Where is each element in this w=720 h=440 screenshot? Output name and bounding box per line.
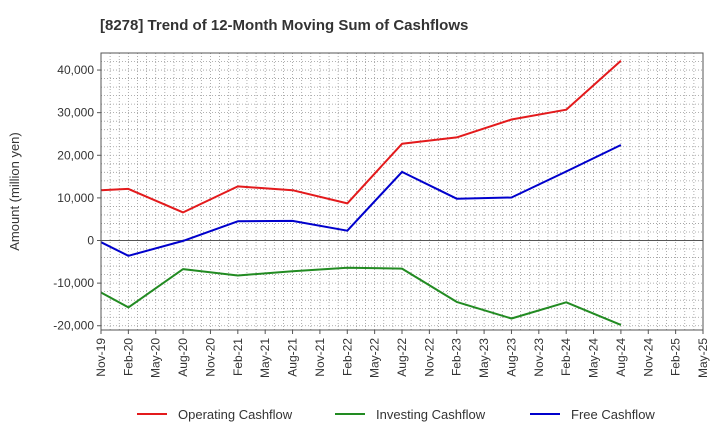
x-tick-label: Feb-25 bbox=[669, 338, 683, 376]
legend-label-operating-cashflow: Operating Cashflow bbox=[178, 407, 293, 422]
x-tick-label: May-22 bbox=[368, 338, 382, 378]
x-tick-label: Nov-23 bbox=[532, 338, 546, 377]
y-tick-label: 10,000 bbox=[57, 191, 94, 205]
y-axis: -20,000 -10,000 0 10,000 20,000 30,000 40,000 bbox=[53, 63, 101, 333]
x-tick-label: Aug-21 bbox=[286, 338, 300, 377]
x-tick-label: May-25 bbox=[696, 338, 710, 378]
x-tick-label: Aug-23 bbox=[504, 338, 518, 377]
series-line-free-cashflow bbox=[100, 144, 622, 257]
x-tick-label: May-23 bbox=[477, 338, 491, 378]
x-tick-label: Feb-24 bbox=[559, 338, 573, 376]
x-tick-label: Nov-20 bbox=[203, 338, 217, 377]
y-tick-label: -10,000 bbox=[53, 276, 94, 290]
y-tick-label: 0 bbox=[87, 234, 94, 248]
chart-title: [8278] Trend of 12-Month Moving Sum of C… bbox=[100, 17, 468, 34]
x-tick-label: Aug-22 bbox=[395, 338, 409, 377]
x-tick-label: Feb-20 bbox=[121, 338, 135, 376]
series-line-investing-cashflow bbox=[100, 266, 622, 326]
x-axis: Nov-19 Feb-20 May-20 Aug-20 Nov-20 Feb-21 May-… bbox=[94, 330, 710, 378]
series-line-operating-cashflow bbox=[100, 59, 622, 214]
grid bbox=[100, 52, 704, 330]
x-tick-label: Nov-24 bbox=[641, 338, 655, 377]
x-tick-label: Feb-22 bbox=[340, 338, 354, 376]
x-tick-label: Aug-20 bbox=[176, 338, 190, 377]
x-tick-label: Nov-19 bbox=[94, 338, 108, 377]
x-tick-label: Feb-21 bbox=[231, 338, 245, 376]
y-tick-label: 40,000 bbox=[57, 63, 94, 77]
x-tick-label: Feb-23 bbox=[450, 338, 464, 376]
x-tick-label: Nov-21 bbox=[313, 338, 327, 377]
plot-frame bbox=[100, 52, 704, 331]
x-tick-label: May-20 bbox=[149, 338, 163, 378]
x-tick-label: May-24 bbox=[587, 338, 601, 378]
y-tick-label: 30,000 bbox=[57, 106, 94, 120]
series-lines bbox=[100, 59, 622, 326]
x-tick-label: Nov-22 bbox=[422, 338, 436, 377]
legend-label-free-cashflow: Free Cashflow bbox=[571, 407, 655, 422]
x-tick-label: Aug-24 bbox=[614, 338, 628, 377]
y-tick-label: -20,000 bbox=[53, 319, 94, 333]
y-tick-label: 20,000 bbox=[57, 148, 94, 162]
y-axis-label: Amount (million yen) bbox=[7, 132, 22, 251]
legend-label-investing-cashflow: Investing Cashflow bbox=[376, 407, 486, 422]
legend: Operating Cashflow Investing Cashflow Free… bbox=[137, 407, 655, 422]
x-tick-label: May-21 bbox=[258, 338, 272, 378]
